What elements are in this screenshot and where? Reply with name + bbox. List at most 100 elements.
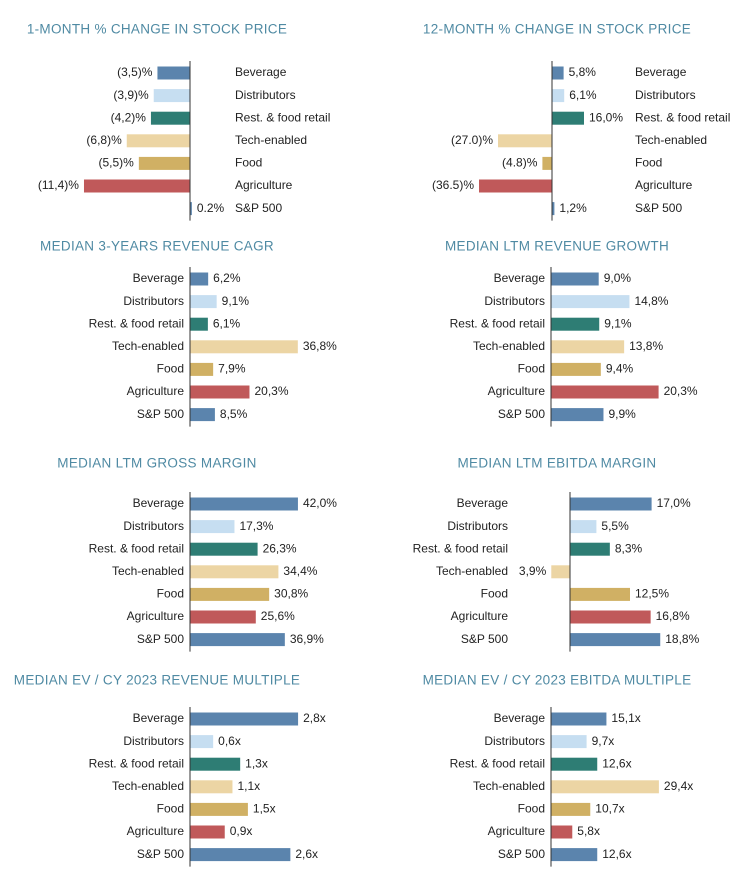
- value-label: (3,9)%: [113, 88, 149, 102]
- category-label: Rest. & food retail: [89, 316, 184, 330]
- category-label: S&P 500: [498, 407, 545, 421]
- category-label: Distributors: [447, 519, 508, 533]
- category-label: Beverage: [635, 65, 687, 79]
- category-label: Distributors: [635, 88, 696, 102]
- bar: [551, 340, 625, 354]
- chart-title: 1-MONTH % CHANGE IN STOCK PRICE: [27, 22, 287, 37]
- category-label: Beverage: [133, 711, 185, 725]
- category-label: Rest. & food retail: [413, 541, 508, 555]
- value-label: 12,6x: [602, 847, 631, 861]
- bar: [551, 825, 573, 839]
- chart-title: 12-MONTH % CHANGE IN STOCK PRICE: [423, 22, 691, 37]
- value-label: 5,8%: [569, 65, 597, 79]
- category-label: Agriculture: [488, 824, 546, 838]
- value-label: (6,8)%: [86, 133, 122, 147]
- bar: [190, 317, 208, 331]
- value-label: 5,5%: [601, 519, 629, 533]
- bar: [570, 610, 651, 624]
- bar: [150, 111, 190, 125]
- category-label: S&P 500: [137, 632, 184, 646]
- bar: [498, 134, 552, 148]
- category-label: Agriculture: [635, 178, 693, 192]
- value-label: (4.8)%: [502, 156, 538, 170]
- value-label: 15,1x: [611, 711, 640, 725]
- value-label: 6,1%: [569, 88, 597, 102]
- category-label: Food: [481, 587, 508, 601]
- value-label: 1,5x: [253, 802, 276, 816]
- bar: [552, 89, 565, 103]
- category-label: S&P 500: [235, 201, 282, 215]
- bar: [190, 202, 192, 216]
- category-label: Agriculture: [235, 178, 293, 192]
- category-label: Food: [157, 362, 184, 376]
- bar: [551, 295, 630, 309]
- value-label: 1,3x: [245, 756, 268, 770]
- bar: [552, 111, 584, 125]
- chart-title: MEDIAN LTM REVENUE GROWTH: [445, 239, 669, 254]
- category-label: Beverage: [133, 271, 185, 285]
- category-label: Rest. & food retail: [89, 756, 184, 770]
- category-label: Tech-enabled: [473, 779, 545, 793]
- value-label: 6,2%: [213, 271, 241, 285]
- bar: [190, 802, 248, 816]
- bar: [551, 565, 570, 579]
- bar: [138, 156, 190, 170]
- chart-title: MEDIAN LTM EBITDA MARGIN: [458, 456, 657, 471]
- bar: [551, 408, 604, 422]
- category-label: Rest. & food retail: [635, 110, 730, 124]
- value-label: 36,9%: [290, 632, 324, 646]
- chart-title: MEDIAN EV / CY 2023 REVENUE MULTIPLE: [14, 673, 300, 688]
- value-label: 2,8x: [303, 711, 326, 725]
- category-label: S&P 500: [137, 407, 184, 421]
- bar: [551, 317, 600, 331]
- value-label: 9,7x: [592, 734, 615, 748]
- value-label: (36.5)%: [432, 178, 474, 192]
- bar: [570, 542, 610, 556]
- bar: [479, 179, 552, 193]
- value-label: 10,7x: [595, 802, 624, 816]
- value-label: 6,1%: [213, 316, 241, 330]
- bar: [190, 497, 298, 511]
- category-label: Food: [235, 156, 262, 170]
- category-label: Tech-enabled: [112, 779, 184, 793]
- bar: [190, 780, 233, 794]
- bar: [190, 735, 214, 749]
- value-label: 3,9%: [519, 564, 547, 578]
- bar: [190, 272, 209, 286]
- category-label: S&P 500: [461, 632, 508, 646]
- bar: [190, 610, 256, 624]
- bar: [190, 362, 214, 376]
- bar: [153, 89, 190, 103]
- value-label: (4,2)%: [111, 110, 147, 124]
- value-label: 0,9x: [230, 824, 253, 838]
- value-label: 16,8%: [656, 609, 690, 623]
- value-label: (11,4)%: [38, 178, 79, 192]
- chart-title: MEDIAN LTM GROSS MARGIN: [57, 456, 256, 471]
- bar: [190, 712, 299, 726]
- category-label: Distributors: [123, 734, 184, 748]
- value-label: 34,4%: [283, 564, 317, 578]
- bar: [551, 757, 598, 771]
- bar: [190, 757, 241, 771]
- category-label: Agriculture: [451, 609, 509, 623]
- bar: [570, 587, 630, 601]
- category-label: Distributors: [123, 519, 184, 533]
- bar: [542, 156, 552, 170]
- bar: [552, 202, 555, 216]
- category-label: Tech-enabled: [112, 339, 184, 353]
- category-label: Tech-enabled: [473, 339, 545, 353]
- value-label: (5,5)%: [99, 156, 135, 170]
- category-label: Beverage: [494, 711, 546, 725]
- value-label: 1,2%: [559, 201, 587, 215]
- value-label: 42,0%: [303, 496, 337, 510]
- category-label: Tech-enabled: [235, 133, 307, 147]
- chart-title: MEDIAN 3-YEARS REVENUE CAGR: [40, 239, 274, 254]
- bar: [190, 633, 285, 647]
- category-label: Agriculture: [127, 384, 185, 398]
- category-label: Food: [157, 587, 184, 601]
- value-label: 2,6x: [295, 847, 318, 861]
- value-label: 18,8%: [665, 632, 699, 646]
- value-label: 9,1%: [222, 294, 250, 308]
- category-label: Beverage: [235, 65, 287, 79]
- category-label: Rest. & food retail: [450, 316, 545, 330]
